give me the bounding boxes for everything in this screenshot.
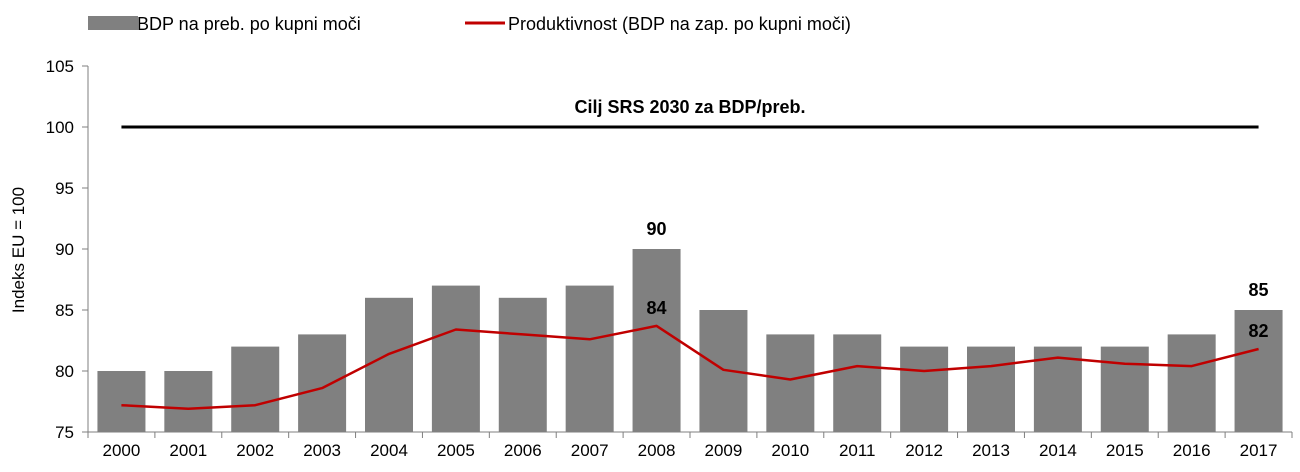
data-label: 82 xyxy=(1249,321,1269,341)
bar xyxy=(231,346,280,432)
x-tick-label: 2014 xyxy=(1039,441,1077,460)
x-tick-label: 2017 xyxy=(1240,441,1278,460)
data-label: 90 xyxy=(647,219,667,239)
x-tick-label: 2010 xyxy=(771,441,809,460)
bar xyxy=(766,334,815,432)
legend-swatch-bars xyxy=(88,16,138,30)
y-tick-label: 95 xyxy=(55,179,74,198)
bar xyxy=(565,285,614,432)
legend-label-line: Produktivnost (BDP na zap. po kupni moči… xyxy=(508,14,851,34)
bar xyxy=(1167,334,1216,432)
data-label: 84 xyxy=(647,298,667,318)
y-tick-label: 100 xyxy=(46,118,74,137)
plot-area: 75 80 85 90 95 100 105 2000 2001 2002 2003 2004 2005… xyxy=(46,57,1293,460)
y-tick-label: 80 xyxy=(55,362,74,381)
bar xyxy=(365,297,413,432)
bar xyxy=(967,346,1015,432)
x-tick-label: 2016 xyxy=(1173,441,1211,460)
x-tick-label: 2015 xyxy=(1106,441,1144,460)
legend: BDP na preb. po kupni moči Produktivnost… xyxy=(88,14,851,34)
y-tick-label: 75 xyxy=(55,423,74,442)
y-tick-label: 85 xyxy=(55,301,74,320)
x-tick-label: 2004 xyxy=(370,441,408,460)
y-tick-label: 90 xyxy=(55,240,74,259)
x-tick-label: 2006 xyxy=(504,441,542,460)
legend-label-bars: BDP na preb. po kupni moči xyxy=(137,14,361,34)
x-tick-label: 2002 xyxy=(236,441,274,460)
x-tick-label: 2012 xyxy=(905,441,943,460)
y-tick-label: 105 xyxy=(46,57,74,76)
data-label: 85 xyxy=(1249,280,1269,300)
x-tick-label: 2001 xyxy=(169,441,207,460)
bar xyxy=(97,371,146,432)
bar xyxy=(1100,346,1149,432)
bar xyxy=(632,249,681,432)
bar xyxy=(431,285,480,432)
y-axis-label: Indeks EU = 100 xyxy=(9,187,28,313)
x-tick-label: 2011 xyxy=(839,441,876,460)
target-label: Cilj SRS 2030 za BDP/preb. xyxy=(574,97,805,117)
bar xyxy=(498,297,547,432)
x-tick-label: 2008 xyxy=(638,441,676,460)
x-tick-label: 2005 xyxy=(437,441,475,460)
bar xyxy=(900,346,949,432)
bar xyxy=(833,334,882,432)
x-tick-label: 2007 xyxy=(571,441,609,460)
bar xyxy=(298,334,347,432)
bar xyxy=(1234,310,1283,432)
x-tick-label: 2009 xyxy=(705,441,743,460)
bar xyxy=(164,371,213,432)
x-tick-label: 2000 xyxy=(103,441,141,460)
x-tick-label: 2013 xyxy=(972,441,1010,460)
productivity-line xyxy=(121,324,1259,411)
x-tick-label: 2003 xyxy=(303,441,341,460)
